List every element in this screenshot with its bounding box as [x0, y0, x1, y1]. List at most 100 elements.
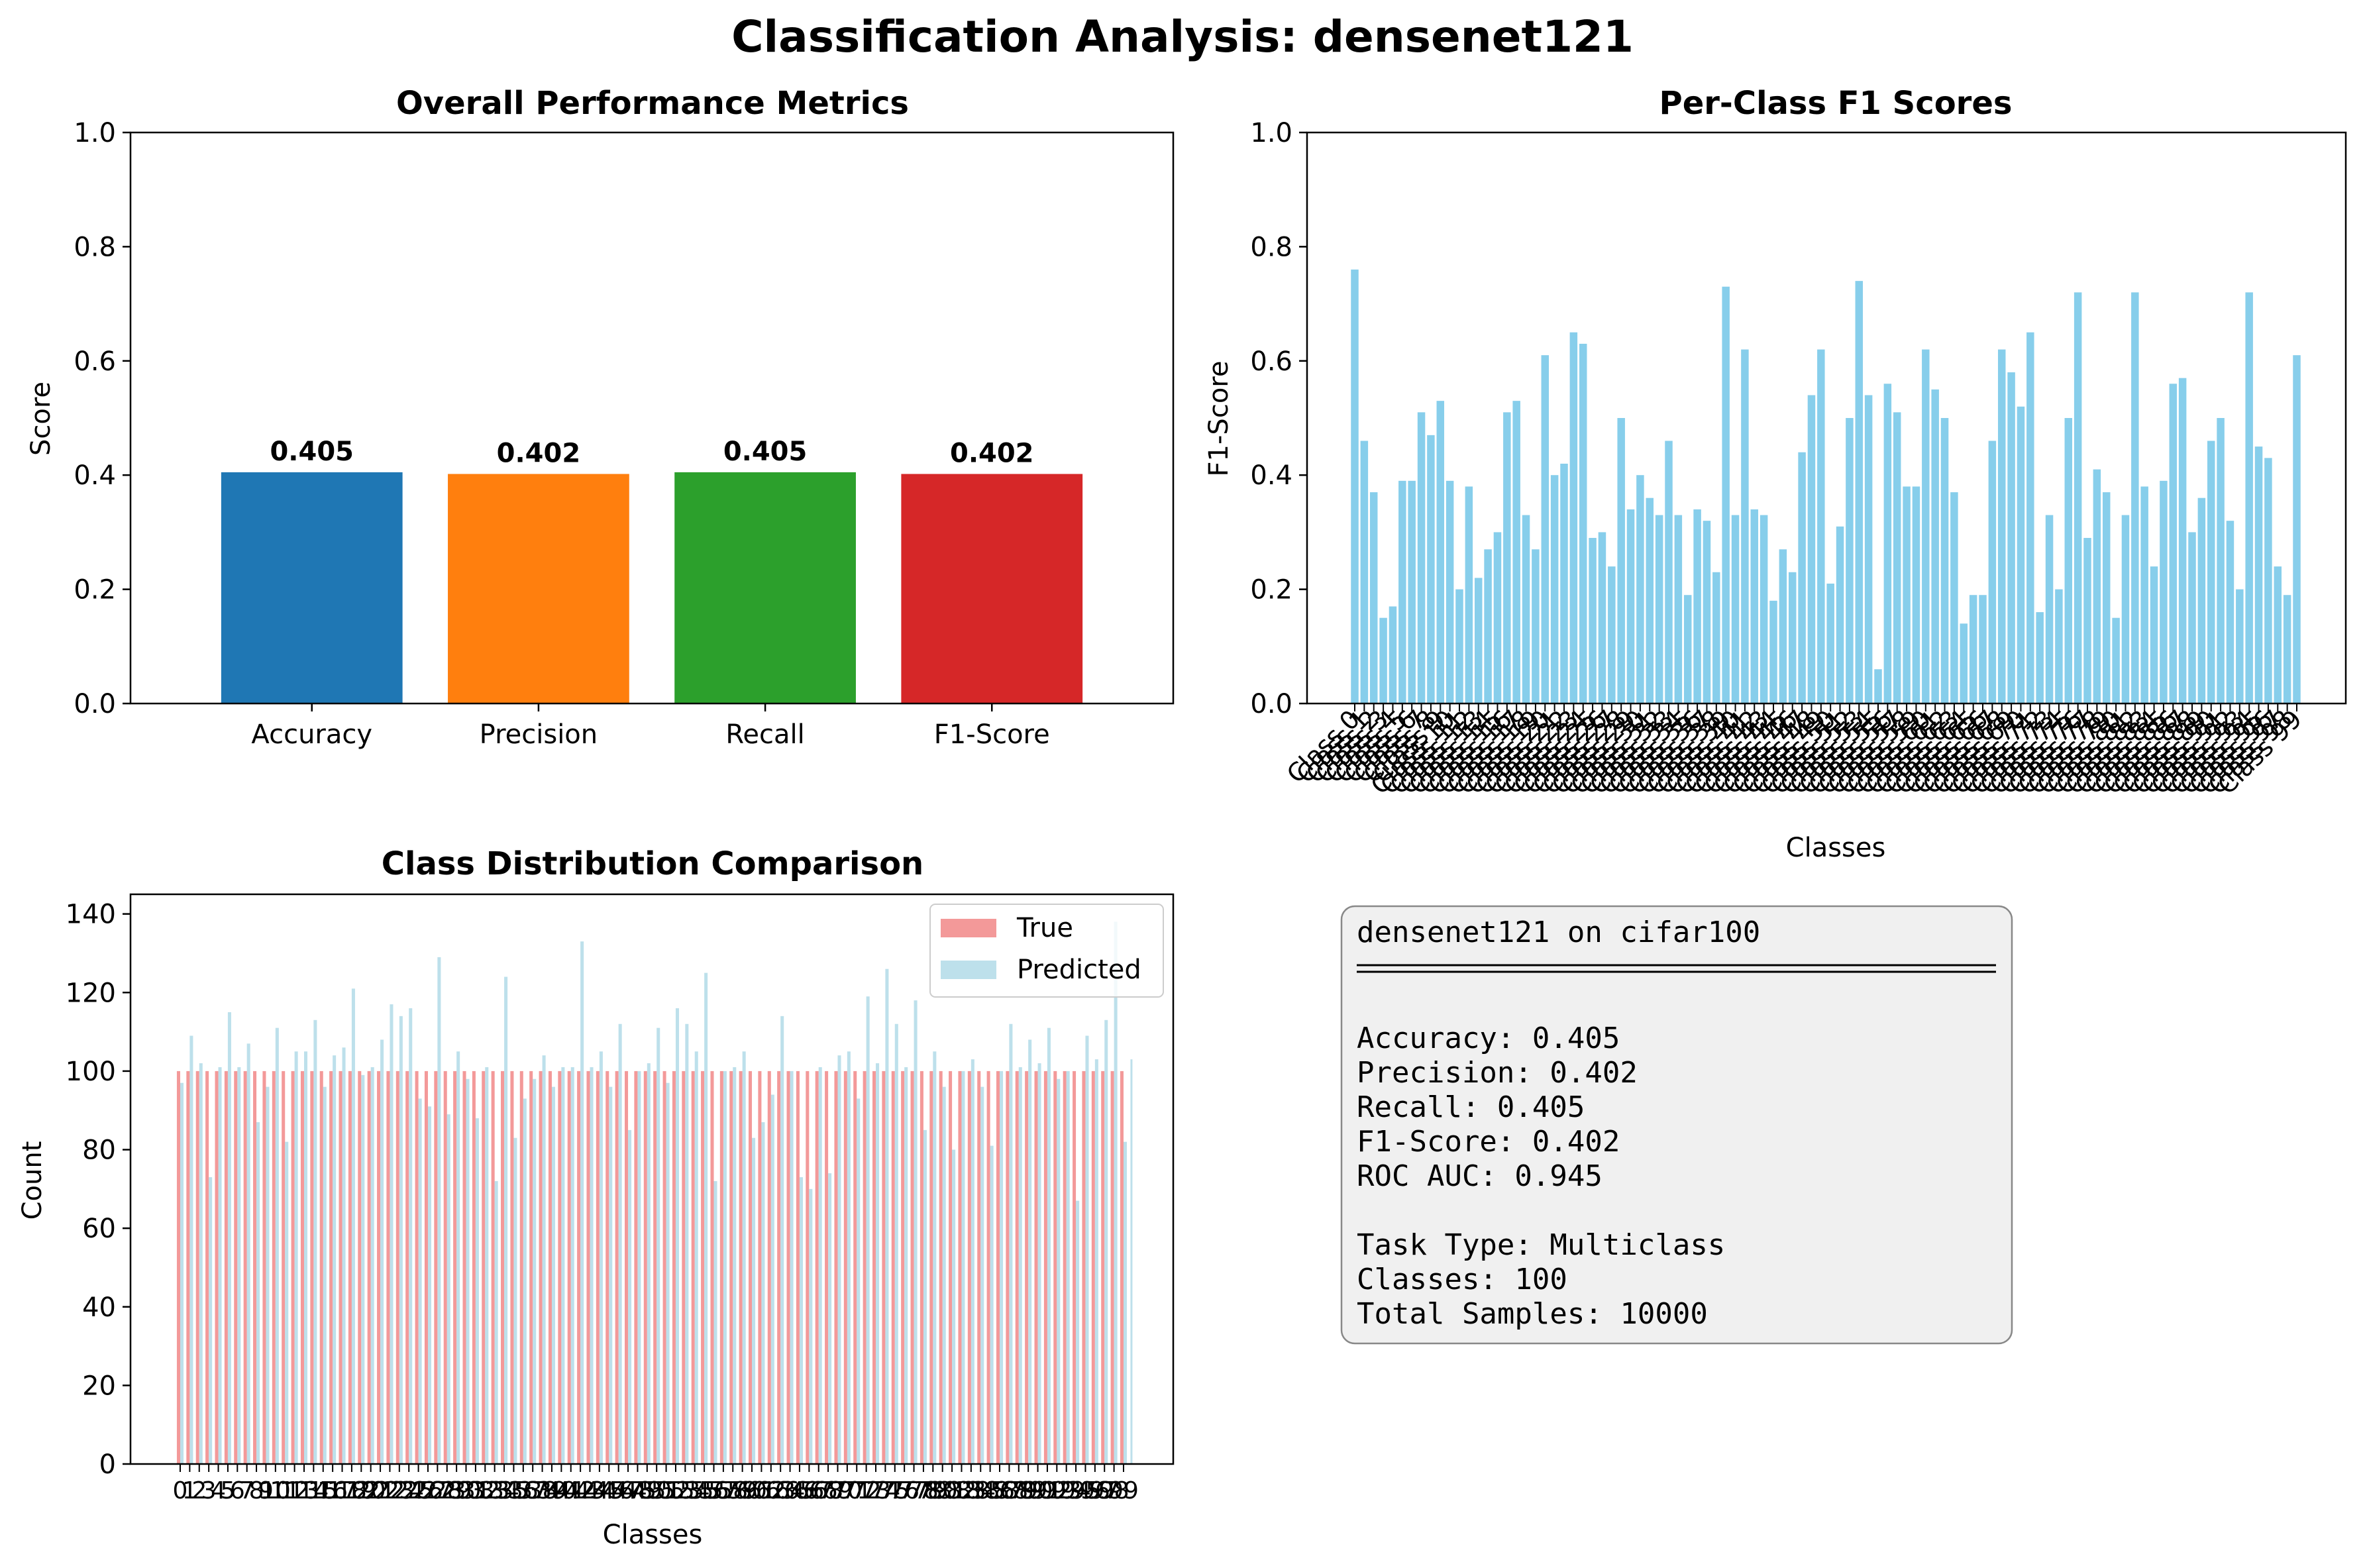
predicted-count-bar-29	[456, 1051, 460, 1464]
distribution-class-tick-label: 41	[556, 1477, 586, 1504]
distribution-class-tick-label: 81	[937, 1477, 967, 1504]
predicted-count-bar-13	[303, 1051, 308, 1464]
predicted-count-bar-85	[990, 1145, 994, 1464]
predicted-count-bar-47	[628, 1129, 632, 1464]
true-count-bar-97	[1101, 1071, 1105, 1464]
overall-metrics-axes-frame	[129, 131, 1175, 705]
legend-label-true: True	[1016, 913, 1073, 943]
summary-text-box: densenet121 on cifar100 Accuracy: 0.405P…	[1340, 905, 2013, 1345]
class-distribution-ytick-label: 100	[66, 1057, 116, 1087]
true-count-bar-69	[834, 1071, 838, 1464]
distribution-class-tick-label: 82	[947, 1477, 977, 1504]
distribution-class-tick-label: 80	[927, 1477, 958, 1504]
distribution-class-tick-label: 34	[489, 1477, 519, 1504]
predicted-count-bar-44	[599, 1051, 603, 1464]
f1-bar-class-41	[1741, 349, 1749, 704]
true-count-bar-26	[424, 1071, 428, 1464]
predicted-count-bar-35	[513, 1137, 517, 1464]
f1-bar-class-36	[1693, 509, 1701, 704]
predicted-count-bar-32	[485, 1067, 489, 1464]
metric-category-label: Precision	[480, 719, 598, 750]
distribution-class-tick-label: 21	[365, 1477, 395, 1504]
per-class-f1-chart: Per-Class F1 Scores F1-Score Classes 0.0…	[1204, 85, 2347, 863]
f1-bar-class-5	[1398, 480, 1406, 704]
predicted-count-bar-92	[1057, 1078, 1061, 1464]
true-count-bar-8	[253, 1071, 257, 1464]
distribution-class-tick-label: 61	[747, 1477, 777, 1504]
true-count-bar-88	[1015, 1071, 1019, 1464]
true-count-bar-19	[358, 1071, 362, 1464]
predicted-count-bar-58	[733, 1067, 737, 1464]
distribution-class-tick-label: 97	[1089, 1477, 1120, 1504]
true-count-bar-37	[529, 1071, 533, 1464]
true-count-bar-61	[758, 1071, 762, 1464]
f1-bar-class-68	[1997, 349, 2006, 704]
distribution-class-tick-label: 3	[201, 1477, 217, 1504]
true-count-bar-29	[453, 1071, 457, 1464]
f1-bar-class-34	[1674, 515, 1683, 704]
distribution-class-tick-label: 63	[765, 1477, 796, 1504]
predicted-count-bar-94	[1076, 1200, 1080, 1464]
true-count-bar-25	[415, 1071, 419, 1464]
distribution-class-tick-label: 6	[230, 1477, 245, 1504]
predicted-count-bar-0	[180, 1082, 184, 1464]
predicted-count-bar-18	[351, 988, 355, 1464]
predicted-count-bar-4	[218, 1067, 222, 1464]
true-count-bar-44	[596, 1071, 600, 1464]
true-count-bar-96	[1091, 1071, 1095, 1464]
f1-bar-class-95	[2254, 446, 2263, 704]
predicted-count-bar-60	[752, 1137, 756, 1464]
predicted-count-bar-95	[1085, 1035, 1089, 1464]
distribution-class-tick-label: 7	[239, 1477, 254, 1504]
true-count-bar-80	[939, 1071, 943, 1464]
true-count-bar-63	[777, 1071, 781, 1464]
distribution-class-tick-label: 17	[327, 1477, 358, 1504]
distribution-class-tick-label: 84	[965, 1477, 996, 1504]
predicted-count-bar-17	[342, 1047, 346, 1464]
distribution-class-tick-label: 70	[832, 1477, 863, 1504]
true-count-bar-38	[539, 1071, 543, 1464]
summary-info-line: Task Type: Multiclass	[1357, 1228, 1725, 1262]
distribution-class-tick-label: 5	[220, 1477, 235, 1504]
predicted-count-bar-34	[504, 976, 508, 1464]
distribution-class-tick-label: 86	[984, 1477, 1015, 1504]
f1-bar-class-37	[1703, 521, 1711, 704]
predicted-count-bar-45	[609, 1086, 613, 1464]
predicted-count-bar-52	[675, 1008, 679, 1464]
f1-bar-class-50	[1826, 583, 1834, 704]
predicted-count-bar-81	[952, 1149, 956, 1464]
distribution-class-tick-label: 57	[708, 1477, 739, 1504]
f1-bar-class-75	[2064, 418, 2073, 704]
true-count-bar-46	[615, 1071, 619, 1464]
predicted-count-bar-39	[551, 1086, 556, 1464]
f1-bar-class-85	[2160, 480, 2168, 704]
true-count-bar-52	[672, 1071, 676, 1464]
predicted-count-bar-2	[199, 1063, 203, 1464]
f1-bar-class-59	[1912, 486, 1920, 704]
overall-metrics-title: Overall Performance Metrics	[396, 85, 909, 122]
predicted-count-bar-33	[494, 1180, 498, 1464]
summary-metric-line: Recall: 0.405	[1357, 1090, 1585, 1124]
distribution-class-tick-label: 72	[851, 1477, 882, 1504]
f1-bar-class-31	[1646, 497, 1654, 704]
overall-metrics-ytick-label: 0.2	[74, 575, 116, 605]
distribution-class-tick-label: 24	[394, 1477, 424, 1504]
distribution-class-tick-label: 87	[994, 1477, 1024, 1504]
f1-bar-class-18	[1522, 515, 1530, 704]
predicted-count-bar-97	[1104, 1019, 1108, 1464]
true-count-bar-49	[643, 1071, 647, 1464]
predicted-count-bar-73	[876, 1063, 880, 1464]
predicted-count-bar-65	[799, 1177, 803, 1464]
true-count-bar-42	[577, 1071, 581, 1464]
true-count-bar-35	[510, 1071, 514, 1464]
f1-bar-class-45	[1779, 549, 1787, 704]
distribution-class-tick-label: 36	[508, 1477, 539, 1504]
f1-bar-class-66	[1979, 595, 1987, 704]
f1-bar-class-15	[1493, 532, 1502, 704]
predicted-count-bar-46	[618, 1023, 622, 1464]
f1-bar-class-20	[1541, 355, 1550, 704]
predicted-count-bar-62	[770, 1094, 774, 1464]
true-count-bar-39	[548, 1071, 552, 1464]
per-class-f1-ytick-label: 0.0	[1250, 689, 1292, 719]
true-count-bar-53	[682, 1071, 686, 1464]
